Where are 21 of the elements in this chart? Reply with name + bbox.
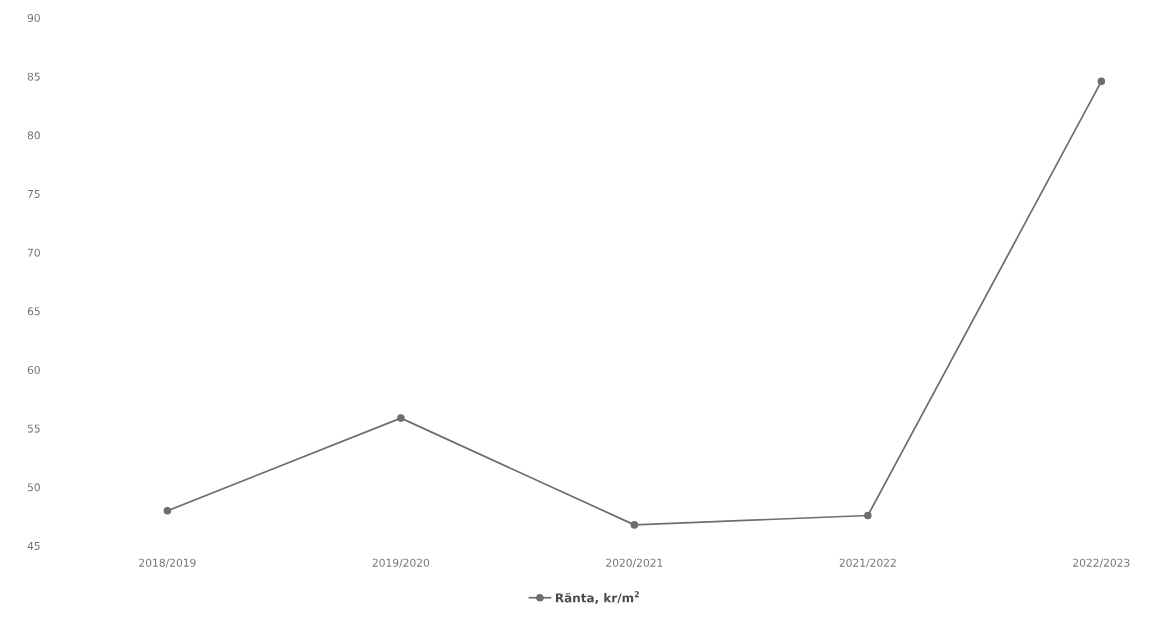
y-tick-label: 65	[27, 307, 40, 316]
point	[163, 507, 172, 515]
point	[864, 511, 872, 520]
point	[630, 521, 639, 529]
x-tick-label: 2020/2021	[606, 558, 663, 568]
point	[1097, 77, 1106, 86]
point	[397, 414, 405, 422]
y-tick-label: 70	[27, 248, 40, 257]
legend-label: Ränta, kr/m$^{2}$	[555, 591, 639, 604]
x-tick-label: 2019/2020	[372, 558, 430, 568]
x-tick-label: 2018/2019	[139, 558, 196, 568]
y-tick-label: 80	[27, 131, 40, 140]
y-tick-label: 75	[27, 190, 40, 198]
y-tick-label: 85	[27, 72, 40, 81]
y-tick-label: 90	[27, 13, 40, 23]
y-tick-label: 60	[27, 365, 40, 375]
y-tick-label: 55	[27, 424, 40, 433]
x-tick-label: 2022/2023	[1073, 558, 1130, 568]
y-tick-label: 45	[27, 542, 40, 550]
x-tick-label: 2021/2022	[839, 558, 896, 568]
y-tick-label: 50	[27, 483, 40, 492]
